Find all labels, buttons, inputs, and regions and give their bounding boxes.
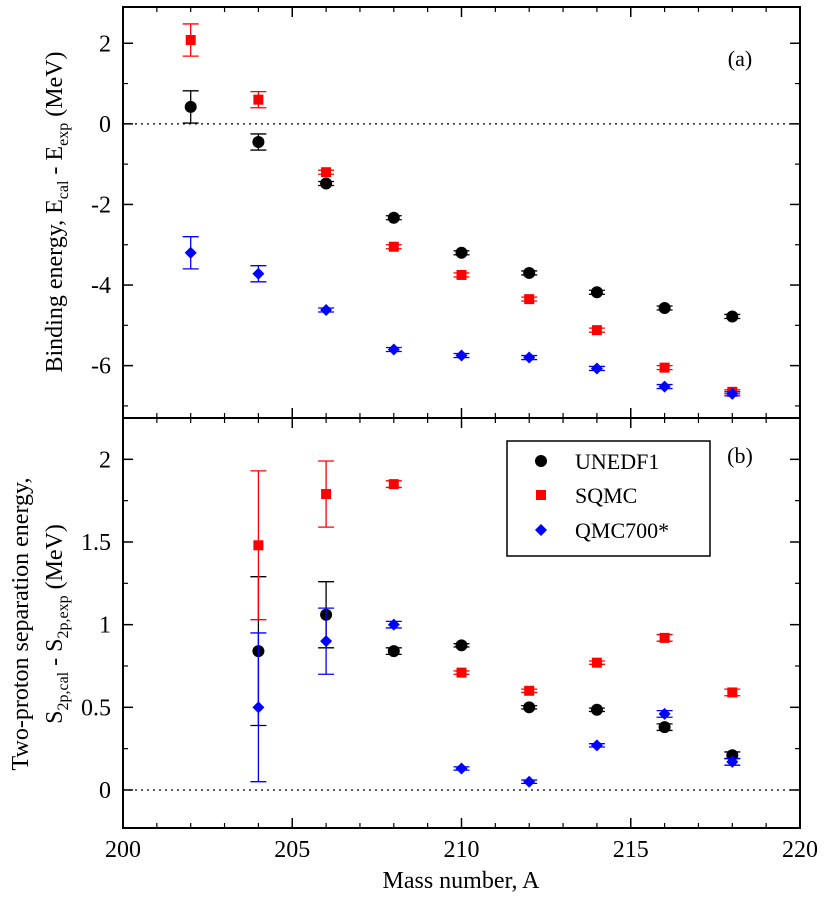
panel-b-ylabel-sub2: 2p,exp xyxy=(55,595,72,638)
legend: UNEDF1 SQMC QMC700* xyxy=(506,440,711,557)
legend-marker-unedf1 xyxy=(535,455,547,467)
panel-a: (a) Binding energy, Ecal - Eexp (MeV) xyxy=(42,6,801,419)
panel-a-point-sqmc xyxy=(456,269,467,280)
panel-b-point-qmc700 xyxy=(252,701,265,714)
panel-b-label: (b) xyxy=(727,443,753,468)
panel-a-point-qmc700 xyxy=(658,380,671,393)
panel-b: (b) Two-proton separation energy, S2p,ca… xyxy=(8,417,801,829)
panel-b-ylabel-line1: Two-proton separation energy, xyxy=(8,478,34,771)
panel-a-point-unedf1 xyxy=(658,301,671,314)
panel-b-ylabel-sub1: 2p,cal xyxy=(55,671,72,710)
legend-label-sqmc: SQMC xyxy=(575,483,637,508)
panel-a-point-qmc700 xyxy=(455,349,468,362)
panel-a-point-sqmc xyxy=(253,94,264,105)
panel-b-ytick-label: 0 xyxy=(99,778,111,804)
panel-a-ylabel-mid: - E xyxy=(42,146,68,181)
panel-a-point-unedf1 xyxy=(590,286,603,299)
panel-a-ytick-label: 0 xyxy=(99,112,111,138)
panel-b-ytick-label: 0.5 xyxy=(81,695,111,721)
panel-a-point-qmc700 xyxy=(184,246,197,259)
panel-b-ytick-label: 1 xyxy=(99,613,111,639)
panel-b-ytick-label: 2 xyxy=(99,447,111,473)
panel-a-label: (a) xyxy=(728,46,752,71)
x-tick-label: 210 xyxy=(444,837,480,863)
panel-a-point-unedf1 xyxy=(523,266,536,279)
panel-a-ylabel-sub1: cal xyxy=(55,180,72,199)
panel-a-point-sqmc xyxy=(524,294,535,305)
panel-a-ylabel-tail: (MeV) xyxy=(42,51,68,122)
panel-b-ylabel-main: S xyxy=(42,711,68,724)
panel-b-point-sqmc xyxy=(388,479,399,490)
panel-a-point-sqmc xyxy=(659,362,670,373)
panel-b-point-unedf1 xyxy=(590,703,603,716)
panel-b-point-qmc700 xyxy=(523,775,536,788)
panel-b-point-unedf1 xyxy=(387,645,400,658)
panel-a-point-sqmc xyxy=(388,241,399,252)
panel-a-ylabel-sub2: exp xyxy=(55,123,72,146)
panel-b-point-unedf1 xyxy=(523,701,536,714)
panel-a-point-unedf1 xyxy=(455,246,468,259)
x-tick-label: 215 xyxy=(613,837,649,863)
panel-b-point-sqmc xyxy=(321,489,332,500)
panel-a-ylabel: Binding energy, Ecal - Eexp (MeV) xyxy=(42,51,72,372)
panel-a-ylabel-main: Binding energy, E xyxy=(42,199,68,372)
panel-a-point-qmc700 xyxy=(320,304,333,317)
panel-b-ylabel-line2: S2p,cal - S2p,exp (MeV) xyxy=(42,524,72,724)
panel-b-ytick-label: 1.5 xyxy=(81,530,111,556)
panel-a-point-qmc700 xyxy=(523,351,536,364)
panel-a-point-unedf1 xyxy=(726,310,739,323)
x-tick-label: 220 xyxy=(782,837,818,863)
panel-a-ytick-label: 2 xyxy=(99,31,111,57)
panel-a-point-sqmc xyxy=(321,167,332,178)
panel-a-point-sqmc xyxy=(185,35,196,46)
panel-b-point-sqmc xyxy=(591,657,602,668)
panel-a-point-unedf1 xyxy=(184,100,197,113)
panel-a-point-unedf1 xyxy=(387,211,400,224)
panel-b-ylabel-mid: - S xyxy=(42,639,68,672)
panel-b-point-qmc700 xyxy=(455,762,468,775)
panel-b-point-sqmc xyxy=(659,632,670,643)
panel-a-point-unedf1 xyxy=(320,177,333,190)
panel-b-point-qmc700 xyxy=(658,707,671,720)
panel-b-point-qmc700 xyxy=(320,635,333,648)
panel-b-point-qmc700 xyxy=(387,618,400,631)
x-tick-label: 205 xyxy=(274,837,310,863)
panel-a-point-qmc700 xyxy=(252,267,265,280)
panel-a-point-sqmc xyxy=(591,325,602,336)
panel-b-point-sqmc xyxy=(524,685,535,696)
plot-marks: 2 0 -2 -4 -6 2 1.5 1 0.5 0 200 205 210 215 220 xyxy=(81,7,818,863)
panel-a-ytick-label: -6 xyxy=(91,354,111,380)
legend-label-qmc700: QMC700* xyxy=(575,518,669,543)
panel-a-point-qmc700 xyxy=(590,362,603,375)
panel-b-point-sqmc xyxy=(727,687,738,698)
panel-a-point-unedf1 xyxy=(252,135,265,148)
legend-marker-sqmc xyxy=(536,490,546,500)
x-axis-title: Mass number, A xyxy=(382,868,540,894)
panel-b-point-unedf1 xyxy=(455,639,468,652)
panel-b-point-qmc700 xyxy=(726,755,739,768)
panel-b-point-sqmc xyxy=(253,540,264,551)
panel-a-point-qmc700 xyxy=(726,387,739,400)
panel-b-point-unedf1 xyxy=(658,721,671,734)
panel-a-point-qmc700 xyxy=(387,343,400,356)
panel-a-ytick-label: -2 xyxy=(91,192,111,218)
panel-a-ytick-label: -4 xyxy=(91,273,111,299)
x-tick-label: 200 xyxy=(105,837,141,863)
legend-markers xyxy=(535,455,547,536)
legend-marker-qmc700 xyxy=(535,524,547,536)
panel-b-point-sqmc xyxy=(456,667,467,678)
legend-label-unedf1: UNEDF1 xyxy=(575,449,659,474)
panel-b-ylabel-tail: (MeV) xyxy=(42,524,68,595)
panel-b-point-qmc700 xyxy=(590,739,603,752)
